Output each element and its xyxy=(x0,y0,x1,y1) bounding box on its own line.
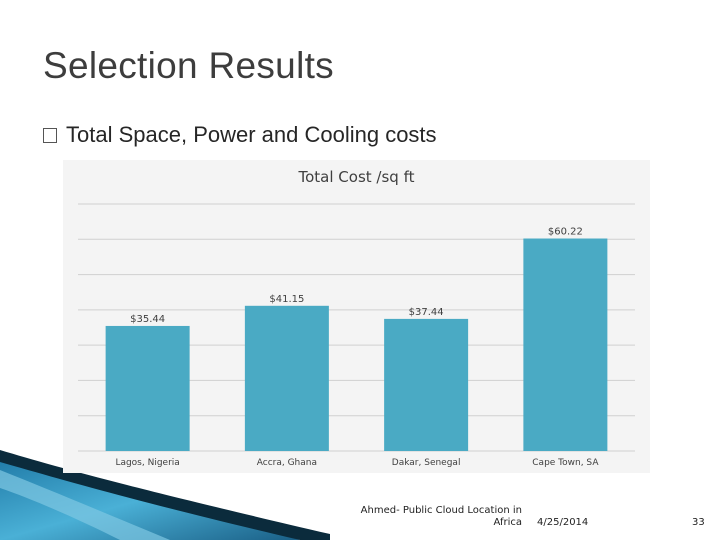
bar xyxy=(523,238,608,451)
data-label: $41.15 xyxy=(269,294,304,305)
bar xyxy=(105,325,190,451)
footer-date: 4/25/2014 xyxy=(537,517,589,528)
footer-author: Ahmed- Public Cloud Location in Africa xyxy=(360,505,522,528)
checkbox-bullet-icon xyxy=(43,127,57,143)
slide-title: Selection Results xyxy=(43,45,334,86)
chart-panel: Total Cost /sq ft $35.44 Lagos, Nigeria $4… xyxy=(63,160,650,473)
category-label: Lagos, Nigeria xyxy=(115,458,179,468)
category-label: Accra, Ghana xyxy=(257,458,317,468)
bullet-text: Total Space, Power and Cooling costs xyxy=(66,122,437,147)
bar-chart: $35.44 Lagos, Nigeria $41.15 Accra, Ghana $3… xyxy=(78,203,635,468)
category-label: Dakar, Senegal xyxy=(392,458,461,468)
data-label: $37.44 xyxy=(409,307,444,318)
category-label: Cape Town, SA xyxy=(532,458,599,468)
data-label: $60.22 xyxy=(548,227,583,238)
data-label: $35.44 xyxy=(130,314,165,325)
page-number: 33 xyxy=(692,517,705,528)
bar xyxy=(384,318,469,451)
chart-title: Total Cost /sq ft xyxy=(298,168,415,186)
bar xyxy=(244,305,329,451)
bullet-item: Total Space, Power and Cooling costs xyxy=(43,122,437,148)
